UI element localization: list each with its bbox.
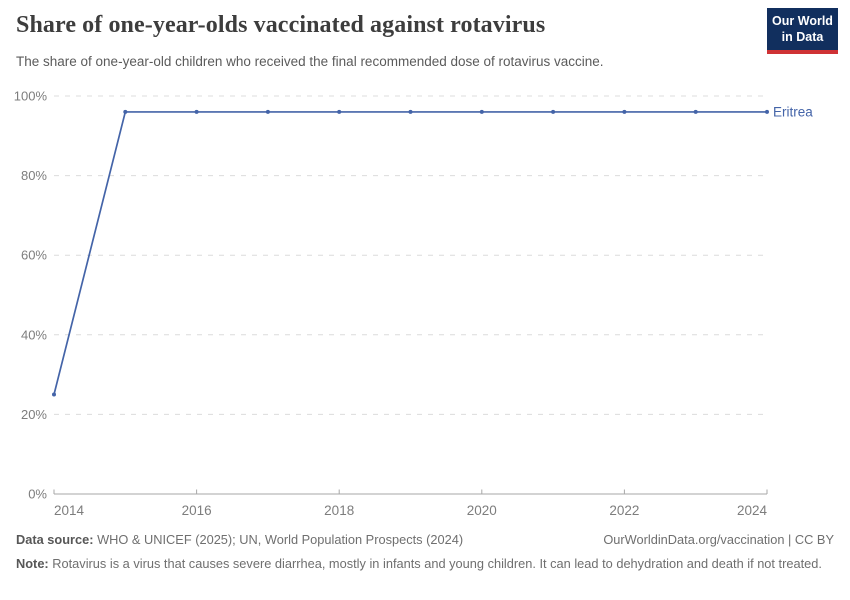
entity-label-eritrea[interactable]: Eritrea [773, 104, 813, 119]
data-point[interactable] [52, 392, 56, 397]
x-axis-tick-label: 2016 [182, 503, 212, 518]
data-point[interactable] [265, 109, 270, 114]
note-label: Note: [16, 555, 49, 571]
data-point[interactable] [194, 109, 199, 114]
note-text: Rotavirus is a virus that causes severe … [48, 555, 822, 571]
x-axis-tick-label: 2024 [737, 503, 768, 518]
y-axis-tick-label: 100% [14, 89, 48, 104]
data-point[interactable] [408, 109, 413, 114]
footer-source-row: Data source: WHO & UNICEF (2025); UN, Wo… [16, 531, 834, 550]
footer-note: Note: Rotavirus is a virus that causes s… [16, 555, 834, 574]
owid-logo-line2: in Data [781, 29, 824, 44]
x-axis-tick-label: 2020 [467, 503, 497, 518]
chart-subtitle: The share of one-year-old children who r… [16, 54, 604, 69]
data-point[interactable] [123, 109, 128, 114]
y-axis-tick-label: 20% [21, 407, 47, 422]
data-point[interactable] [693, 109, 698, 114]
chart-footer: Data source: WHO & UNICEF (2025); UN, Wo… [16, 531, 834, 573]
owid-logo[interactable]: Our World in Data [767, 8, 838, 55]
x-axis-tick-label: 2022 [609, 503, 639, 518]
line-chart-svg: 0% 20% 40% 60% 80% 100% 2014 2016 2018 2020 2022 20… [14, 89, 814, 519]
data-source-label: Data source: [16, 532, 94, 547]
line-chart[interactable]: 0% 20% 40% 60% 80% 100% 2014 2016 2018 2020 2022 20… [0, 85, 850, 530]
license-link[interactable]: OurWorldinData.org/vaccination | CC BY [603, 532, 834, 547]
data-point[interactable] [479, 109, 484, 114]
y-axis-tick-label: 0% [28, 487, 47, 502]
data-source: Data source: WHO & UNICEF (2025); UN, Wo… [16, 531, 463, 550]
series-line-eritrea[interactable] [53, 111, 768, 396]
data-point[interactable] [622, 109, 627, 114]
y-axis-tick-label: 80% [21, 168, 47, 183]
x-axis-tick-label: 2018 [324, 503, 354, 518]
data-source-text: WHO & UNICEF (2025); UN, World Populatio… [93, 532, 464, 547]
y-axis-tick-label: 60% [21, 248, 47, 263]
x-axis-tick-label: 2014 [54, 503, 85, 518]
chart-title: Share of one-year-olds vaccinated agains… [16, 12, 546, 38]
owid-logo-line1: Our World [772, 14, 833, 28]
y-axis-tick-label: 40% [21, 327, 47, 342]
data-point[interactable] [765, 109, 769, 114]
data-point[interactable] [551, 109, 556, 114]
data-point[interactable] [337, 109, 342, 114]
